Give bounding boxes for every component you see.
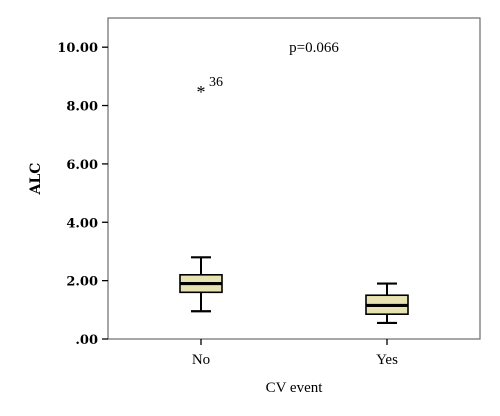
box-no: * 36: [179, 75, 223, 313]
outlier-label: 36: [209, 75, 223, 90]
x-axis: No Yes: [192, 339, 398, 368]
x-tick-label: No: [192, 352, 210, 368]
y-axis-title: ALC: [28, 163, 44, 196]
outlier-marker: *: [197, 82, 206, 102]
box-yes: [365, 282, 409, 325]
y-tick-label: .00: [75, 333, 98, 348]
y-tick-label: 6.00: [66, 158, 98, 173]
plot-area: [107, 17, 481, 340]
p-value-annotation: p=0.066: [289, 40, 339, 56]
y-tick-label: 10.00: [57, 41, 98, 56]
x-tick-label: Yes: [376, 352, 398, 368]
x-axis-title: CV event: [266, 380, 324, 396]
boxes-layer: * 36: [179, 75, 409, 325]
y-tick-label: 8.00: [66, 100, 98, 115]
y-tick-label: 4.00: [66, 216, 98, 231]
y-axis: .00 2.00 4.00 6.00 8.00 10.00: [57, 41, 108, 348]
y-tick-label: 2.00: [66, 275, 98, 290]
